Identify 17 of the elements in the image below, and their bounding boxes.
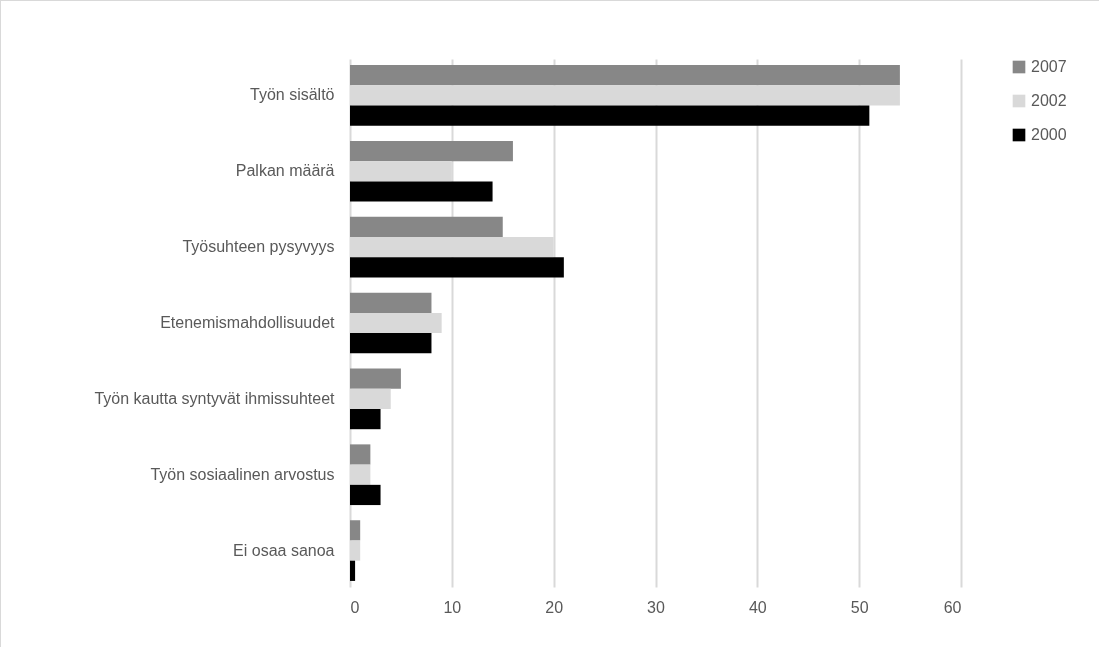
legend-label: 2000 (1031, 126, 1067, 143)
legend-label: 2002 (1031, 92, 1067, 109)
y-tick-label: Työn sisältö (250, 86, 335, 104)
y-tick-label: Ei osaa sanoa (233, 541, 335, 559)
x-tick-label: 0 (350, 598, 360, 616)
x-tick-label: 40 (748, 598, 767, 616)
x-tick-label: 20 (545, 598, 564, 616)
x-tick-label: 60 (943, 598, 962, 616)
x-tick-label: 50 (850, 598, 869, 616)
y-tick-label: Työn sosiaalinen arvostus (150, 465, 335, 483)
x-tick-label: 30 (647, 598, 665, 616)
legend-label: 2007 (1031, 58, 1067, 75)
y-tick-label: Etenemismahdollisuudet (160, 314, 336, 331)
y-tick-label: Työn kautta syntyvät ihmissuhteet (94, 389, 336, 407)
x-tick-label: 10 (443, 598, 462, 616)
y-tick-label: Työsuhteen pysyvyys (182, 238, 335, 256)
y-tick-label: Palkan määrä (235, 162, 335, 180)
